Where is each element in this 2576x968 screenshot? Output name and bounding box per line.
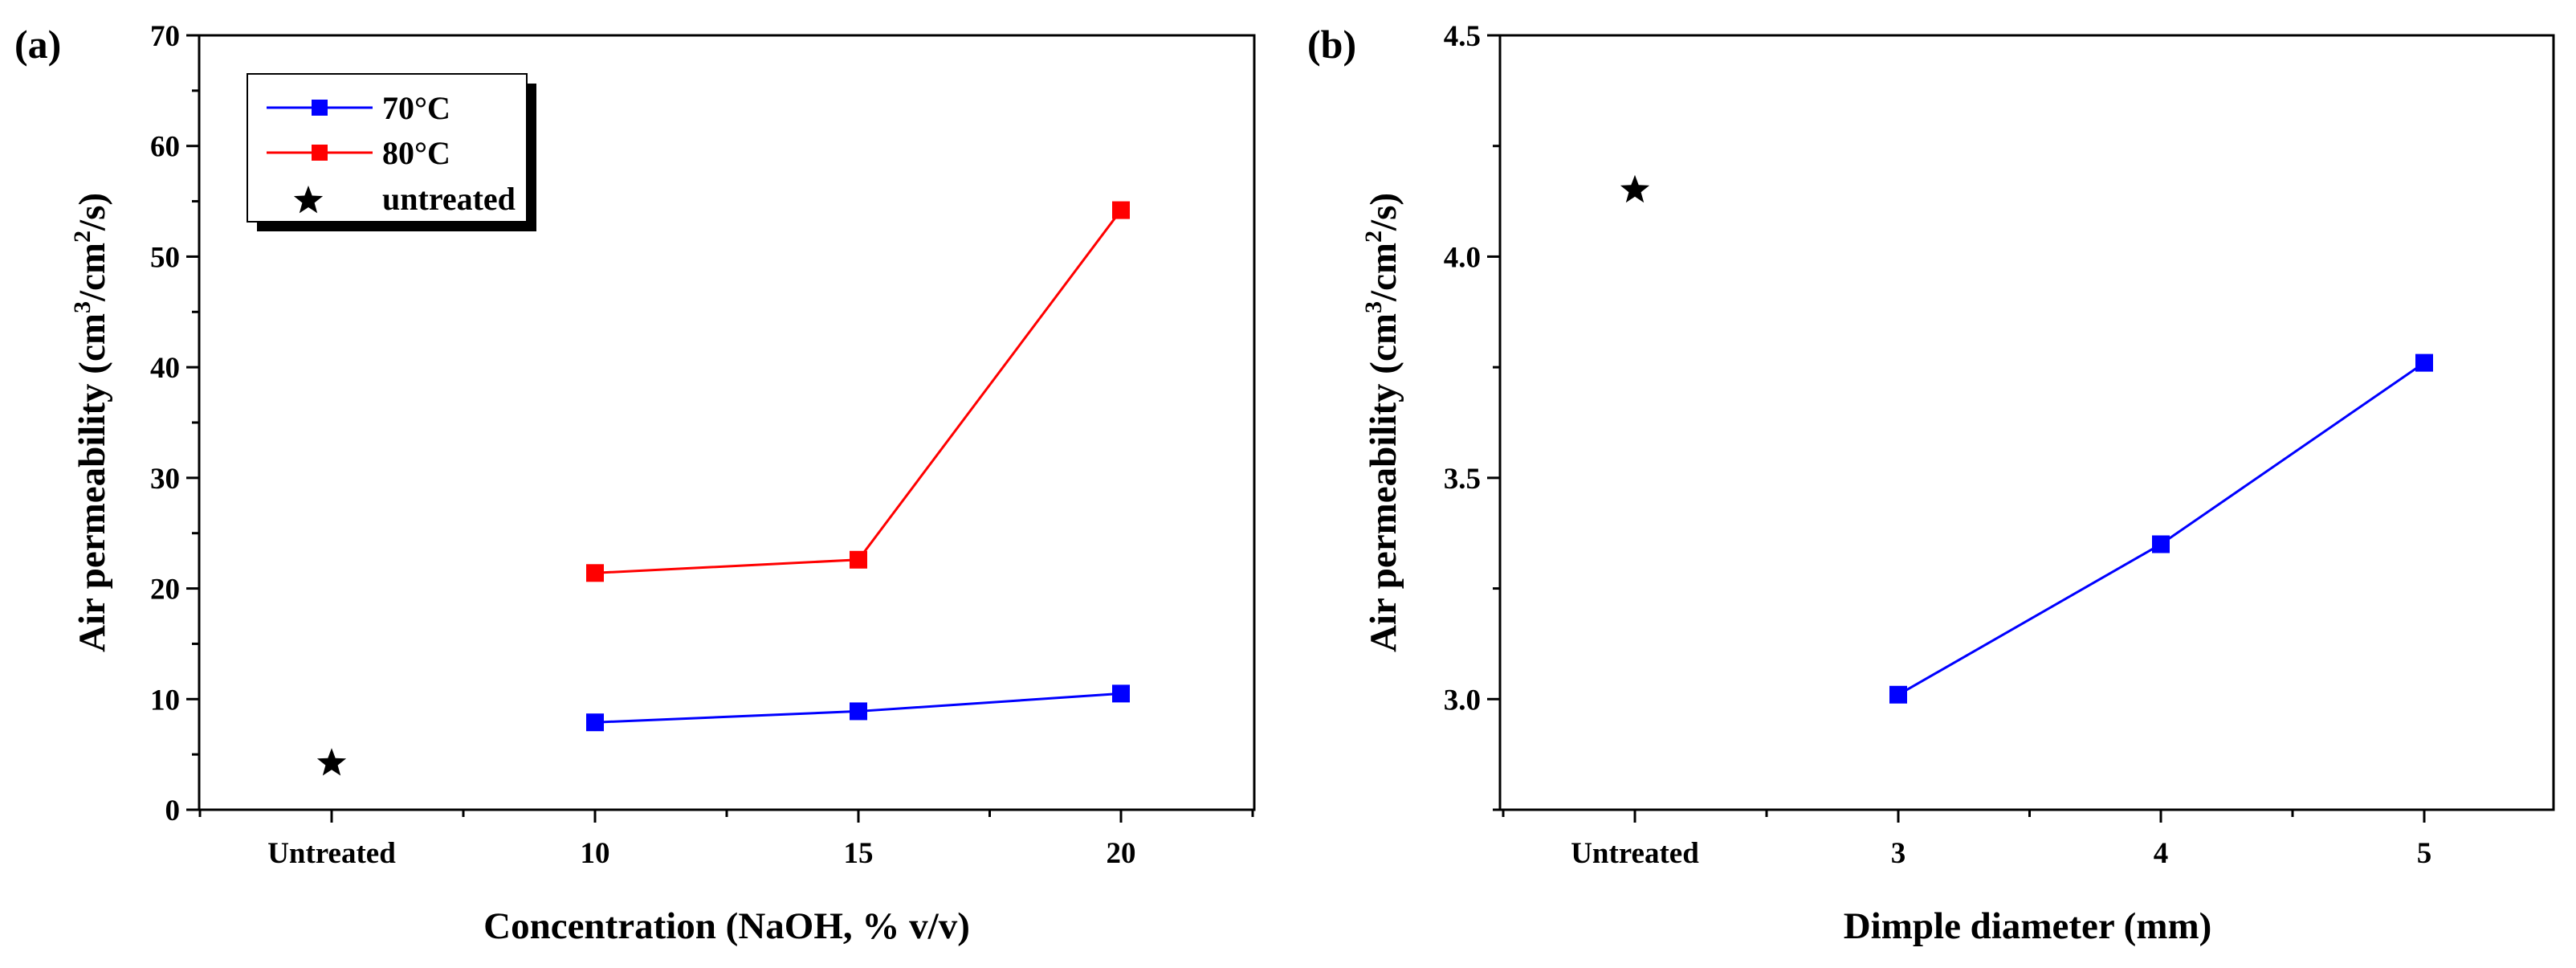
- untreated-star-marker: [1620, 174, 1650, 203]
- legend-item-70c: 70°C: [267, 90, 450, 126]
- data-point-marker: [586, 564, 604, 582]
- legend-label-untreated: untreated: [382, 181, 516, 217]
- legend-item-80c: 80°C: [267, 135, 450, 171]
- panel-a-x-axis-label: Concentration (NaOH, % v/v): [483, 905, 970, 947]
- x-tick-label: 15: [844, 837, 874, 870]
- panel-a-series: [316, 201, 1130, 776]
- panel-a-label: (a): [14, 22, 61, 67]
- legend-item-untreated: untreated: [293, 181, 516, 217]
- x-tick-label: Untreated: [1571, 837, 1699, 870]
- y-tick-label: 50: [150, 241, 180, 274]
- panel-a-y-axis-label: Air permeability (cm3/cm2/s): [69, 193, 113, 652]
- data-point-marker: [1112, 201, 1130, 219]
- y-tick-label: 3.0: [1444, 684, 1481, 717]
- panel-b: (b) 3.0 3.5 4.0 4.5 Untreated 3 4 5 Dimple diam…: [1307, 20, 2555, 947]
- y-tick-label: 60: [150, 131, 180, 164]
- x-tick-label: 20: [1107, 837, 1136, 870]
- x-tick-label: Untreated: [267, 837, 396, 870]
- data-point-marker: [586, 713, 604, 732]
- data-point-marker: [1112, 684, 1130, 703]
- panel-a-legend: 70°C 80°C untreated: [247, 73, 536, 231]
- x-tick-label: 5: [2417, 837, 2432, 870]
- y-tick-label: 30: [150, 463, 180, 496]
- untreated-star-marker: [316, 748, 347, 776]
- data-point-marker: [2415, 353, 2433, 372]
- panel-b-x-axis-label: Dimple diameter (mm): [1844, 905, 2212, 947]
- data-point-marker: [850, 702, 867, 721]
- y-tick-label: 20: [150, 574, 180, 607]
- y-tick-label: 3.5: [1444, 463, 1481, 496]
- panel-b-label: (b): [1307, 22, 1356, 67]
- data-point-marker: [1889, 685, 1907, 704]
- legend-label-80c: 80°C: [382, 135, 450, 171]
- panel-b-plot-frame: [1498, 34, 2555, 811]
- x-tick-label: 4: [2154, 837, 2169, 870]
- panel-b-series: [1620, 174, 2433, 704]
- y-tick-label: 70: [150, 20, 180, 53]
- y-tick-label: 4.0: [1444, 241, 1481, 274]
- legend-label-70c: 70°C: [382, 90, 450, 126]
- x-tick-label: 10: [581, 837, 610, 870]
- legend-marker-70c: [312, 100, 328, 116]
- y-tick-label: 0: [165, 794, 181, 827]
- legend-marker-80c: [312, 145, 328, 161]
- x-tick-label: 3: [1891, 837, 1906, 870]
- panel-b-y-axis-label: Air permeability (cm3/cm2/s): [1360, 193, 1404, 652]
- y-tick-label: 40: [150, 352, 180, 385]
- panel-a: (a) 0 10 20 30 40 50 60 70 Untreated 10 15 20 Conce…: [14, 20, 1256, 947]
- y-tick-label: 10: [150, 684, 180, 717]
- legend-star-icon: [293, 186, 324, 214]
- panel-a-ticks: 0 10 20 30 40 50 60 70 Untreated 10 15 20: [150, 20, 1254, 870]
- legend-box: [247, 73, 528, 223]
- data-point-marker: [850, 550, 867, 569]
- panel-b-ticks: 3.0 3.5 4.0 4.5 Untreated 3 4 5: [1444, 20, 2432, 870]
- data-point-marker: [2152, 535, 2170, 553]
- y-tick-label: 4.5: [1444, 20, 1481, 53]
